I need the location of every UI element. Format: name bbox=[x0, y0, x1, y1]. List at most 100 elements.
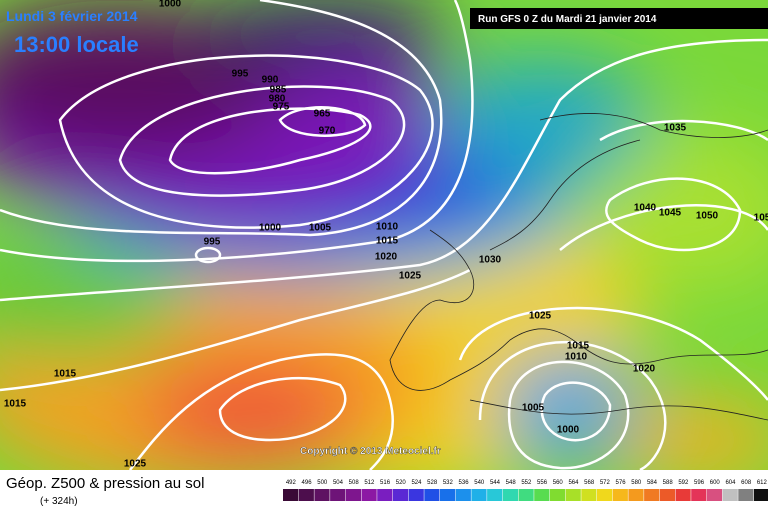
isobar-label: 1025 bbox=[529, 311, 552, 322]
isobar-label: 1010 bbox=[376, 222, 399, 233]
scale-label: 496 bbox=[302, 480, 313, 486]
scale-label: 540 bbox=[474, 480, 485, 486]
isobar-label: 995 bbox=[204, 237, 221, 248]
scale-swatch bbox=[518, 489, 534, 501]
isobar-label: 1020 bbox=[375, 252, 398, 263]
scale-label: 580 bbox=[631, 480, 642, 486]
scale-label: 512 bbox=[364, 480, 375, 486]
scale-swatch bbox=[738, 489, 754, 501]
isobar-label: 995 bbox=[232, 69, 249, 80]
scale-label: 536 bbox=[459, 480, 470, 486]
scale-swatch bbox=[455, 489, 471, 501]
isobar-label: 1015 bbox=[376, 236, 399, 247]
scale-swatch bbox=[549, 489, 566, 501]
run-banner bbox=[470, 8, 768, 29]
scale-label: 604 bbox=[725, 480, 736, 486]
scale-label: 524 bbox=[411, 480, 422, 486]
scale-swatch bbox=[471, 489, 487, 501]
isobar-label: 1035 bbox=[664, 123, 687, 134]
scale-label: 504 bbox=[333, 480, 344, 486]
scale-label: 492 bbox=[286, 480, 297, 486]
color-scale: 492 496 500 504 508 512 516 520 524 528 532 536 540 5… bbox=[283, 480, 768, 501]
scale-swatch bbox=[345, 489, 361, 501]
footer-lead: (+ 324h) bbox=[40, 496, 78, 507]
isobar-label: 965 bbox=[314, 109, 331, 120]
scale-swatch bbox=[487, 489, 503, 501]
scale-swatch bbox=[440, 489, 456, 501]
map-date: Lundi 3 février 2014 bbox=[6, 8, 138, 24]
scale-swatch bbox=[377, 489, 393, 501]
coastlines bbox=[389, 113, 768, 421]
isobar-label: 1015 bbox=[567, 341, 590, 352]
scale-label: 592 bbox=[678, 480, 689, 486]
isobar-label: 1000 bbox=[557, 425, 580, 436]
scale-label: 544 bbox=[490, 480, 501, 486]
scale-swatch bbox=[581, 489, 597, 501]
scale-label: 612 bbox=[757, 480, 768, 486]
isobar-label: 1005 bbox=[522, 403, 545, 414]
isobar-label: 1025 bbox=[399, 271, 422, 282]
isobar-label: 105 bbox=[754, 213, 768, 224]
isobars bbox=[0, 0, 768, 470]
scale-swatch bbox=[659, 489, 675, 501]
scale-label: 600 bbox=[710, 480, 721, 486]
scale-label: 568 bbox=[584, 480, 595, 486]
copyright: Copyright © 2013 Meteociel.fr bbox=[300, 446, 441, 457]
isobar-label: 1010 bbox=[565, 352, 588, 363]
scale-label: 564 bbox=[568, 480, 579, 486]
scale-label: 520 bbox=[396, 480, 407, 486]
scale-label: 532 bbox=[443, 480, 454, 486]
isobar-label: 990 bbox=[262, 75, 279, 86]
isobar-label: 975 bbox=[273, 102, 290, 113]
scale-swatch bbox=[675, 489, 691, 501]
scale-swatch bbox=[408, 489, 424, 501]
isobar-label: 1000 bbox=[159, 0, 182, 10]
scale-label: 528 bbox=[427, 480, 438, 486]
scale-label: 588 bbox=[663, 480, 674, 486]
scale-label: 508 bbox=[349, 480, 360, 486]
scale-swatch bbox=[706, 489, 723, 501]
scale-swatch bbox=[283, 489, 299, 501]
scale-swatch bbox=[644, 489, 660, 501]
scale-swatch bbox=[534, 489, 550, 501]
footer-title: Géop. Z500 & pression au sol bbox=[6, 475, 204, 492]
isobar-label: 1045 bbox=[659, 208, 682, 219]
scale-label: 576 bbox=[616, 480, 627, 486]
scale-label: 516 bbox=[380, 480, 391, 486]
isobar-label: 1015 bbox=[54, 369, 77, 380]
scale-label: 608 bbox=[741, 480, 752, 486]
scale-swatch bbox=[424, 489, 440, 501]
map-field bbox=[0, 0, 768, 470]
scale-label: 556 bbox=[537, 480, 548, 486]
scale-swatch bbox=[597, 489, 613, 501]
scale-label: 572 bbox=[600, 480, 611, 486]
isobar-label: 985 bbox=[270, 85, 287, 96]
scale-label: 548 bbox=[506, 480, 517, 486]
isobar-label: 1015 bbox=[4, 399, 27, 410]
isobar-label: 1000 bbox=[259, 223, 282, 234]
run-text: Run GFS 0 Z du Mardi 21 janvier 2014 bbox=[478, 14, 657, 25]
scale-swatch bbox=[361, 489, 377, 501]
scale-swatch bbox=[502, 489, 518, 501]
scale-swatch bbox=[722, 489, 738, 501]
isobar-label: 1005 bbox=[309, 223, 332, 234]
scale-label: 596 bbox=[694, 480, 705, 486]
scale-label: 584 bbox=[647, 480, 658, 486]
map-time: 13:00 locale bbox=[14, 32, 139, 57]
isobar-label: 1020 bbox=[633, 364, 656, 375]
isobar-label: 980 bbox=[269, 94, 286, 105]
scale-swatch bbox=[330, 489, 346, 501]
isobar-label: 1030 bbox=[479, 255, 502, 266]
isobar-label: 1040 bbox=[634, 203, 657, 214]
scale-label: 500 bbox=[317, 480, 328, 486]
scale-swatch bbox=[298, 489, 314, 501]
isobar-label: 1025 bbox=[124, 459, 147, 470]
isobar-label: 970 bbox=[319, 126, 336, 137]
scale-label: 552 bbox=[521, 480, 532, 486]
scale-swatch bbox=[691, 489, 707, 501]
scale-swatch bbox=[754, 489, 768, 501]
scale-swatch bbox=[565, 489, 581, 501]
scale-swatch bbox=[314, 489, 330, 501]
